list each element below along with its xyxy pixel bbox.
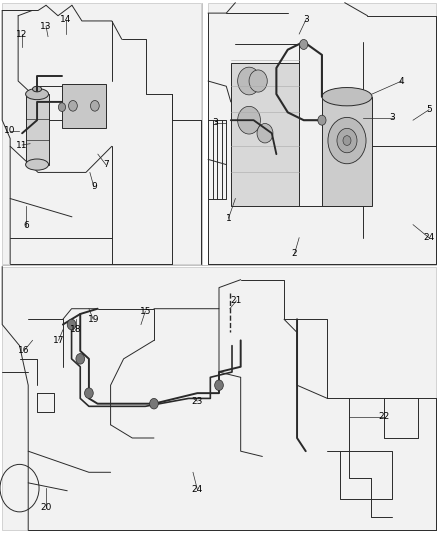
Circle shape [238, 67, 261, 95]
Text: 11: 11 [16, 141, 28, 149]
Text: 14: 14 [60, 15, 72, 24]
Ellipse shape [25, 88, 49, 100]
Text: 3: 3 [212, 118, 218, 127]
Ellipse shape [322, 87, 372, 106]
Text: 22: 22 [378, 413, 389, 422]
Circle shape [91, 101, 99, 111]
Circle shape [215, 380, 223, 391]
Circle shape [337, 128, 357, 153]
Bar [231, 63, 299, 206]
Text: 13: 13 [40, 22, 52, 31]
Bar [25, 94, 49, 165]
Text: 17: 17 [53, 336, 64, 345]
Circle shape [300, 39, 308, 50]
Text: 10: 10 [4, 126, 16, 135]
Bar [2, 3, 201, 264]
Circle shape [150, 399, 158, 409]
Circle shape [318, 115, 326, 125]
Text: 19: 19 [88, 315, 99, 324]
Circle shape [343, 136, 351, 146]
Text: 2: 2 [292, 249, 297, 258]
Circle shape [249, 70, 267, 92]
Text: 16: 16 [18, 346, 30, 356]
Text: 6: 6 [23, 222, 29, 230]
Text: 1: 1 [226, 214, 231, 223]
Circle shape [67, 319, 76, 330]
Text: 3: 3 [303, 15, 309, 24]
Bar [208, 3, 436, 264]
Bar [2, 266, 436, 530]
Circle shape [69, 101, 78, 111]
Text: 24: 24 [192, 485, 203, 494]
Text: 15: 15 [140, 307, 151, 316]
Circle shape [328, 117, 366, 164]
Bar [322, 96, 372, 206]
Circle shape [85, 388, 93, 399]
Text: 24: 24 [424, 233, 434, 242]
Text: 3: 3 [390, 113, 396, 122]
Text: 12: 12 [17, 29, 28, 38]
Text: 5: 5 [426, 105, 432, 114]
Ellipse shape [32, 86, 42, 92]
Text: 20: 20 [40, 503, 51, 512]
Text: 18: 18 [70, 325, 81, 334]
Text: 7: 7 [103, 160, 109, 169]
Ellipse shape [25, 159, 49, 170]
Text: 4: 4 [399, 77, 404, 85]
Bar [62, 84, 106, 128]
Circle shape [238, 106, 261, 134]
Text: 21: 21 [231, 296, 242, 305]
Circle shape [76, 353, 85, 364]
Text: 23: 23 [192, 397, 203, 406]
Circle shape [58, 103, 66, 111]
Text: 9: 9 [91, 182, 97, 191]
Circle shape [257, 124, 273, 143]
